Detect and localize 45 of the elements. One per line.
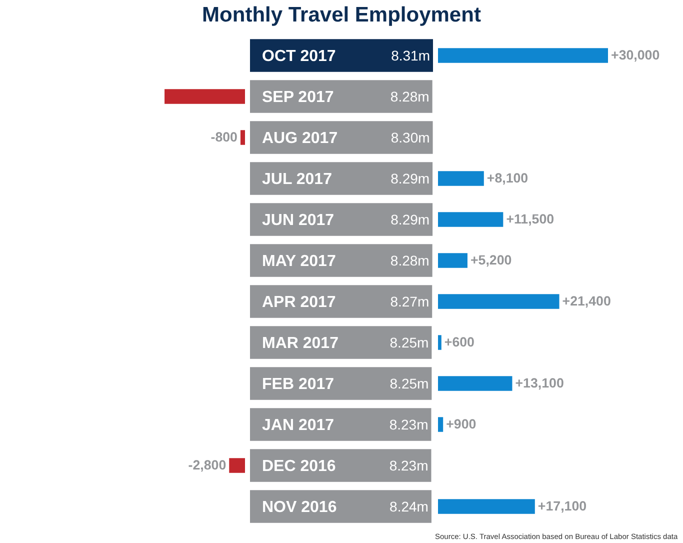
y-tick-label: MAY 2017 <box>262 253 336 270</box>
bar <box>438 335 442 350</box>
data-label: 8.30m <box>390 130 430 146</box>
y-tick-label: APR 2017 <box>262 294 336 312</box>
data-label: 8.28m <box>390 252 430 268</box>
data-label: 8.31m <box>391 48 430 64</box>
data-label: +8,100 <box>486 170 528 186</box>
y-tick-label: JUL 2017 <box>262 171 332 188</box>
data-label: 8.25m <box>390 334 429 350</box>
bar <box>438 253 468 268</box>
y-tick-label: DEC 2016 <box>262 458 336 476</box>
data-label: 8.23m <box>389 416 428 432</box>
data-label: 8.25m <box>390 376 429 392</box>
data-label: 8.27m <box>390 294 430 310</box>
y-tick-label: JUN 2017 <box>262 212 334 230</box>
data-label: +17,100 <box>538 498 587 514</box>
data-label: 8.29m <box>390 170 430 186</box>
data-label: -800 <box>210 129 238 144</box>
chart-title: Monthly Travel Employment <box>202 3 481 26</box>
y-tick-label: FEB 2017 <box>262 376 334 394</box>
y-tick-label: JAN 2017 <box>262 417 334 434</box>
bar <box>438 48 608 63</box>
data-label: 8.23m <box>389 458 428 474</box>
bar <box>438 294 560 309</box>
data-label: +21,400 <box>562 293 611 308</box>
y-tick-label: NOV 2016 <box>262 499 337 516</box>
bar <box>438 212 504 227</box>
data-label: +11,500 <box>506 211 554 226</box>
bar <box>438 417 444 432</box>
data-label: +600 <box>444 334 474 350</box>
data-label: +13,100 <box>515 375 564 390</box>
y-tick-label: MAR 2017 <box>262 335 339 352</box>
data-label: -2,800 <box>188 457 226 472</box>
data-label: +30,000 <box>611 47 660 62</box>
data-label: 8.28m <box>390 88 430 104</box>
y-tick-label: AUG 2017 <box>262 130 338 148</box>
data-label: 8.29m <box>390 212 430 228</box>
bar <box>438 376 512 391</box>
bar <box>438 499 535 514</box>
data-label: 8.24m <box>390 498 428 514</box>
y-tick-label: OCT 2017 <box>262 48 336 66</box>
y-tick-label: SEP 2017 <box>262 89 334 106</box>
data-label: +5,200 <box>470 252 512 268</box>
bar <box>438 171 484 186</box>
data-label: +900 <box>446 416 476 432</box>
